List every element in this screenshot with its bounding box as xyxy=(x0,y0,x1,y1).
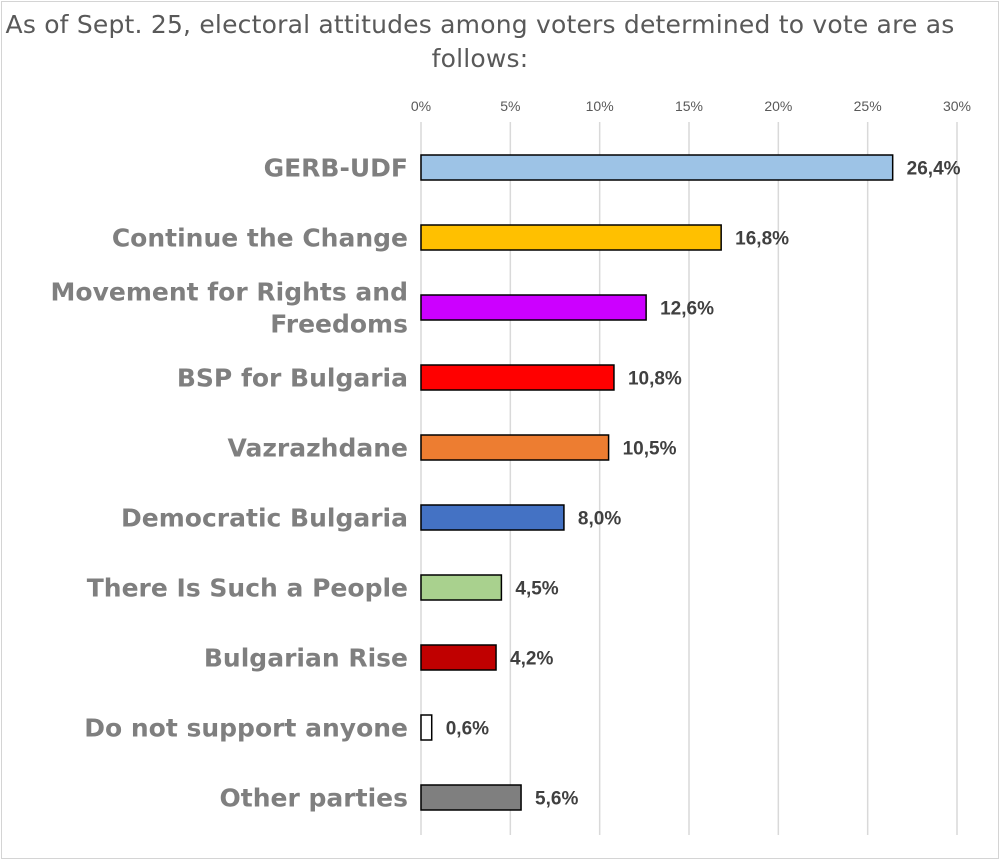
category-label: Do not support anyone xyxy=(84,714,408,743)
bar xyxy=(420,784,522,811)
bar xyxy=(420,224,722,251)
chart-title: As of Sept. 25, electoral attitudes amon… xyxy=(5,10,955,73)
data-label: 16,8% xyxy=(735,229,789,250)
bar xyxy=(420,294,647,321)
category-label: Freedoms xyxy=(270,310,408,339)
x-tick-label: 5% xyxy=(500,98,520,114)
data-label: 0,6% xyxy=(446,719,489,740)
bar xyxy=(420,504,565,531)
category-label: Movement for Rights and xyxy=(51,278,408,307)
bar xyxy=(420,154,894,181)
bar xyxy=(420,434,610,461)
x-tick-label: 0% xyxy=(411,98,431,114)
x-tick-label: 10% xyxy=(586,98,614,114)
data-label: 10,8% xyxy=(628,369,682,390)
data-label: 26,4% xyxy=(907,159,961,180)
bar xyxy=(420,714,433,741)
category-label: Other parties xyxy=(220,784,408,813)
category-label: Bulgarian Rise xyxy=(204,644,408,673)
category-label: There Is Such a People xyxy=(87,574,408,603)
data-label: 5,6% xyxy=(535,789,578,810)
category-label: Continue the Change xyxy=(112,224,408,253)
data-label: 8,0% xyxy=(578,509,621,530)
bar xyxy=(420,574,503,601)
category-label: BSP for Bulgaria xyxy=(177,364,408,393)
category-label: Vazrazhdane xyxy=(228,434,408,463)
data-label: 4,5% xyxy=(515,579,558,600)
data-label: 10,5% xyxy=(623,439,677,460)
bar xyxy=(420,364,615,391)
bar xyxy=(420,644,497,671)
x-tick-label: 20% xyxy=(764,98,792,114)
data-label: 12,6% xyxy=(660,299,714,320)
x-tick-label: 30% xyxy=(943,98,971,114)
x-tick-label: 15% xyxy=(675,98,703,114)
category-label: Democratic Bulgaria xyxy=(121,504,408,533)
data-label: 4,2% xyxy=(510,649,553,670)
category-label: GERB-UDF xyxy=(264,154,408,183)
x-tick-label: 25% xyxy=(854,98,882,114)
